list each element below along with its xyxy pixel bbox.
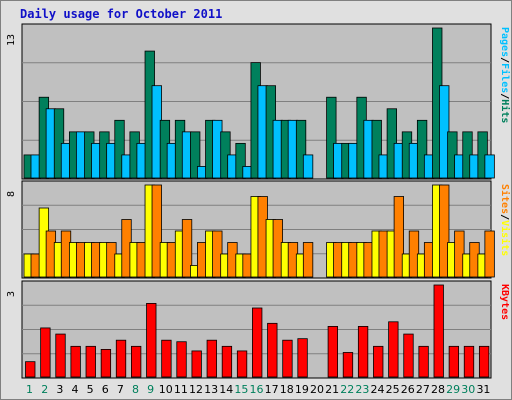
day-label: 27: [416, 383, 430, 396]
day-label: 20: [310, 383, 324, 396]
bar-kbytes-day-2: [40, 327, 51, 378]
bar-hits-day-27: [416, 119, 428, 179]
day-label: 12: [189, 383, 203, 396]
series-legend-label: Sites/Visits: [499, 184, 511, 256]
legend-part-visits: Visits: [499, 220, 511, 256]
day-label: 22: [340, 383, 354, 396]
day-label: 2: [41, 383, 48, 396]
bar-kbytes-day-15: [236, 350, 248, 378]
bar-sites-day-11: [181, 219, 193, 278]
day-label: 30: [461, 383, 475, 396]
y-max-label: 13: [6, 34, 17, 46]
chart-title: Daily usage for October 2011: [20, 7, 223, 21]
bar-kbytes-day-11: [176, 341, 187, 378]
bar-sites-day-25: [393, 196, 405, 278]
bar-hits-day-24: [371, 119, 382, 179]
day-label: 17: [265, 383, 279, 396]
bar-files-day-19: [302, 154, 314, 179]
bar-hits-day-15: [235, 142, 246, 179]
bar-kbytes-day-28: [433, 284, 444, 378]
legend-part-kbytes: KBytes: [499, 284, 510, 320]
day-label: 6: [102, 383, 109, 396]
legend-part-separator: /: [499, 93, 510, 99]
day-label: 11: [174, 383, 188, 396]
y-max-label: 3: [6, 291, 17, 297]
day-label: 14: [219, 383, 233, 396]
legend-part-hits: Hits: [499, 99, 511, 123]
bar-kbytes-day-14: [221, 345, 233, 378]
bar-kbytes-day-30: [463, 345, 475, 378]
day-label: 24: [371, 383, 385, 396]
day-label: 7: [117, 383, 124, 396]
bar-hits-day-21: [326, 96, 337, 179]
day-label: 26: [401, 383, 415, 396]
day-label: 13: [204, 383, 218, 396]
bar-kbytes-day-3: [55, 333, 66, 378]
bar-kbytes-day-26: [403, 333, 414, 378]
bar-kbytes-day-12: [191, 350, 202, 378]
series-legend-label: KBytes: [499, 284, 510, 320]
bar-kbytes-day-10: [161, 339, 172, 378]
day-label: 3: [56, 383, 63, 396]
bar-kbytes-day-29: [448, 345, 460, 378]
day-label: 29: [446, 383, 460, 396]
day-label: 5: [87, 383, 94, 396]
bar-kbytes-day-5: [85, 345, 96, 378]
bar-kbytes-day-1: [25, 361, 36, 378]
legend-part-separator: /: [499, 57, 510, 63]
day-label: 9: [147, 383, 154, 396]
day-label: 4: [71, 383, 78, 396]
bar-files-day-31: [484, 154, 495, 179]
bar-kbytes-day-27: [418, 345, 429, 378]
day-label: 19: [295, 383, 309, 396]
bar-kbytes-day-13: [206, 339, 217, 378]
bar-kbytes-day-23: [357, 325, 369, 378]
bar-hits-day-19: [295, 119, 307, 179]
bar-kbytes-day-31: [478, 345, 490, 378]
day-label: 15: [234, 383, 248, 396]
series-legend-label: Pages/Files/Hits: [499, 27, 511, 123]
bar-kbytes-day-18: [282, 339, 293, 378]
day-label: 16: [250, 383, 264, 396]
bar-hits-day-7: [114, 119, 125, 179]
bar-kbytes-day-17: [267, 322, 278, 378]
bar-sites-day-31: [484, 230, 495, 278]
bar-sites-day-28: [439, 184, 450, 278]
bar-kbytes-day-9: [146, 302, 157, 378]
day-label: 18: [280, 383, 294, 396]
bar-sites-day-19: [302, 242, 314, 278]
day-label: 1: [26, 383, 33, 396]
day-label: 8: [132, 383, 139, 396]
legend-part-pages: Pages: [499, 27, 510, 57]
bar-kbytes-day-21: [327, 325, 338, 378]
bar-kbytes-day-8: [130, 345, 142, 378]
y-max-label: 8: [6, 191, 17, 197]
bar-kbytes-day-4: [70, 345, 81, 378]
bar-kbytes-day-19: [297, 338, 308, 378]
bar-kbytes-day-7: [115, 339, 127, 378]
bar-hits-day-12: [190, 131, 201, 179]
legend-part-files: Files: [499, 63, 511, 93]
day-label: 10: [159, 383, 173, 396]
day-label: 25: [386, 383, 400, 396]
bar-kbytes-day-6: [100, 348, 112, 378]
day-label: 31: [476, 383, 490, 396]
day-label: 21: [325, 383, 339, 396]
bar-sites-day-9: [151, 184, 162, 278]
bar-kbytes-day-24: [373, 345, 384, 378]
day-label: 23: [355, 383, 369, 396]
bar-kbytes-day-22: [342, 352, 354, 378]
bar-kbytes-day-25: [388, 321, 399, 378]
legend-part-separator: /: [499, 214, 510, 220]
day-label: 28: [431, 383, 445, 396]
legend-part-sites: Sites: [499, 184, 511, 214]
bar-kbytes-day-16: [252, 307, 263, 378]
